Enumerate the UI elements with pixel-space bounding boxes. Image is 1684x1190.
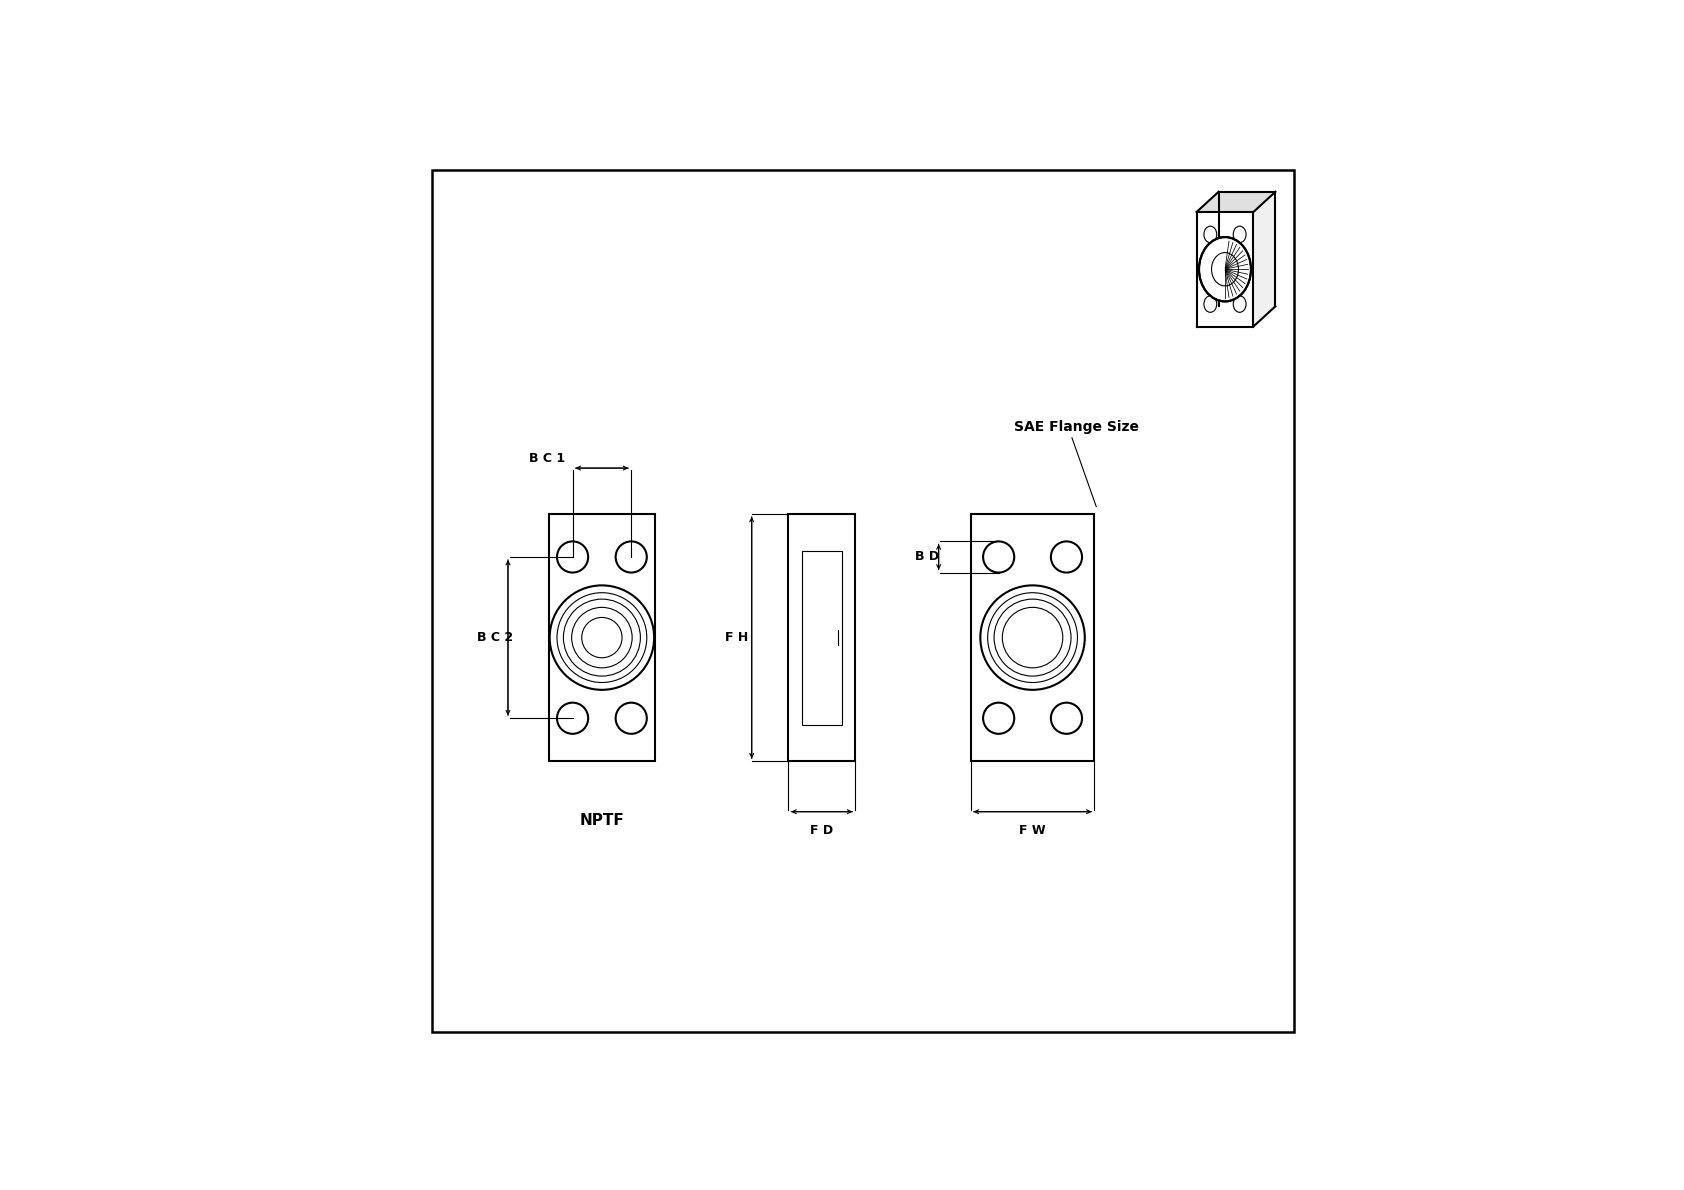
Polygon shape [1197,192,1275,212]
Bar [802,551,842,725]
Ellipse shape [1233,226,1246,243]
Text: F W: F W [1019,823,1046,837]
Ellipse shape [1204,296,1218,312]
Circle shape [983,541,1014,572]
Ellipse shape [1233,296,1246,312]
Text: B D: B D [914,551,938,564]
Polygon shape [1253,192,1275,326]
Circle shape [983,702,1014,734]
Text: B C 2: B C 2 [477,631,514,644]
Circle shape [557,541,588,572]
Circle shape [616,541,647,572]
Text: SAE Flange Size: SAE Flange Size [1014,420,1138,434]
Text: B C 1: B C 1 [529,452,566,465]
Text: F D: F D [810,823,834,837]
Circle shape [1051,702,1083,734]
Text: F H: F H [724,631,748,644]
Bar [549,514,655,762]
Ellipse shape [1204,226,1218,243]
Circle shape [1051,541,1083,572]
Bar [970,514,1095,762]
Ellipse shape [1199,237,1251,301]
Polygon shape [1197,212,1253,326]
Circle shape [557,702,588,734]
Circle shape [616,702,647,734]
Text: NPTF: NPTF [579,813,625,828]
Bar [788,514,855,762]
